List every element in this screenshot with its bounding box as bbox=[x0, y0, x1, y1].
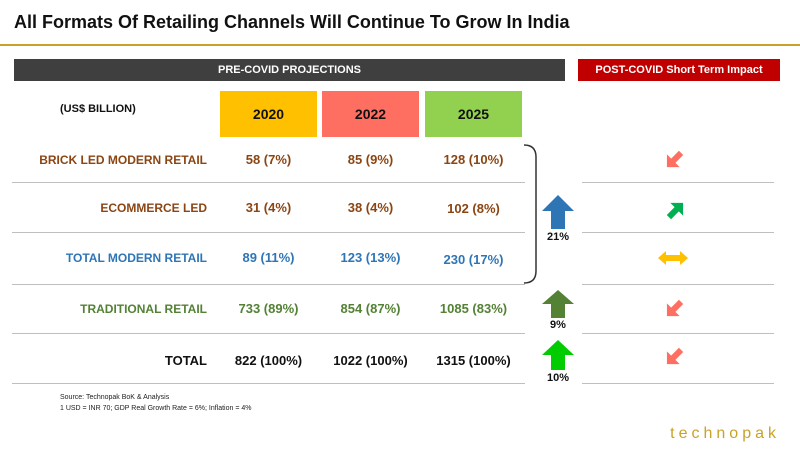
modern-retail-bracket bbox=[523, 144, 537, 284]
cell-tmr-2020: 89 (11%) bbox=[242, 250, 295, 265]
page-title: All Formats Of Retailing Channels Will C… bbox=[14, 12, 570, 32]
impact-separator bbox=[582, 232, 774, 233]
traditional-growth-arrow-icon bbox=[542, 290, 574, 318]
cell-brick-2025: 128 (10%) bbox=[443, 152, 504, 167]
row-separator bbox=[12, 182, 525, 183]
year-header-2025: 2025 bbox=[425, 91, 522, 137]
source-note: Source: Technopak BoK & Analysis bbox=[60, 394, 170, 401]
row-label-ecommerce: ECOMMERCE LED bbox=[100, 201, 207, 215]
impact-separator bbox=[582, 383, 774, 384]
year-header-2022: 2022 bbox=[322, 91, 419, 137]
title-divider bbox=[0, 44, 800, 46]
cell-ecom-2025: 102 (8%) bbox=[447, 201, 500, 216]
cell-brick-2022: 85 (9%) bbox=[347, 152, 394, 167]
total-modern-impact-left-right-arrow-icon bbox=[658, 251, 688, 265]
cell-tmr-2022: 123 (13%) bbox=[340, 250, 401, 265]
total-growth-arrow-icon bbox=[542, 340, 574, 370]
year-header-2020: 2020 bbox=[220, 91, 317, 137]
cell-trad-2025: 1085 (83%) bbox=[439, 301, 508, 316]
row-separator bbox=[12, 333, 525, 334]
row-separator bbox=[12, 232, 525, 233]
modern-retail-growth-label: 21% bbox=[546, 231, 570, 243]
brand-logo-text: technopak bbox=[670, 425, 780, 442]
total-growth-label: 10% bbox=[546, 372, 570, 384]
row-label-total: TOTAL bbox=[164, 353, 207, 368]
cell-total-2020: 822 (100%) bbox=[234, 353, 303, 368]
cell-total-2025: 1315 (100%) bbox=[436, 353, 511, 368]
cell-ecom-2022: 38 (4%) bbox=[347, 200, 394, 215]
unit-label: (US$ BILLION) bbox=[60, 103, 136, 115]
assumptions-note: 1 USD = INR 70; GDP Real Growth Rate = 6… bbox=[60, 405, 252, 412]
row-label-brick-led: BRICK LED MODERN RETAIL bbox=[39, 153, 207, 167]
cell-trad-2020: 733 (89%) bbox=[238, 301, 299, 316]
modern-retail-growth-arrow-icon bbox=[542, 195, 574, 229]
impact-separator bbox=[582, 333, 774, 334]
pre-covid-banner: PRE-COVID PROJECTIONS bbox=[14, 59, 565, 81]
brick-impact-down-arrow-icon bbox=[666, 150, 684, 168]
row-separator bbox=[12, 383, 525, 384]
impact-separator bbox=[582, 284, 774, 285]
cell-tmr-2025: 230 (17%) bbox=[443, 252, 504, 267]
ecommerce-impact-up-arrow-icon bbox=[666, 202, 684, 220]
total-impact-down-arrow-icon bbox=[666, 347, 684, 365]
impact-separator bbox=[582, 182, 774, 183]
traditional-growth-label: 9% bbox=[550, 319, 566, 331]
cell-ecom-2020: 31 (4%) bbox=[245, 200, 292, 215]
traditional-impact-down-arrow-icon bbox=[666, 299, 684, 317]
row-separator bbox=[12, 284, 525, 285]
row-label-traditional: TRADITIONAL RETAIL bbox=[80, 302, 207, 316]
post-covid-banner: POST-COVID Short Term Impact bbox=[578, 59, 780, 81]
cell-trad-2022: 854 (87%) bbox=[340, 301, 401, 316]
row-label-total-modern: TOTAL MODERN RETAIL bbox=[65, 251, 207, 265]
cell-brick-2020: 58 (7%) bbox=[245, 152, 292, 167]
cell-total-2022: 1022 (100%) bbox=[333, 353, 408, 368]
